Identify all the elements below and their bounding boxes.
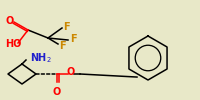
Text: O: O [6, 16, 14, 26]
Text: O: O [53, 87, 61, 97]
Text: F: F [63, 22, 69, 32]
Text: O: O [67, 67, 75, 77]
Text: F: F [59, 41, 65, 51]
Text: NH$_2$: NH$_2$ [30, 51, 52, 65]
Text: HO: HO [5, 39, 21, 49]
Text: F: F [70, 34, 76, 44]
